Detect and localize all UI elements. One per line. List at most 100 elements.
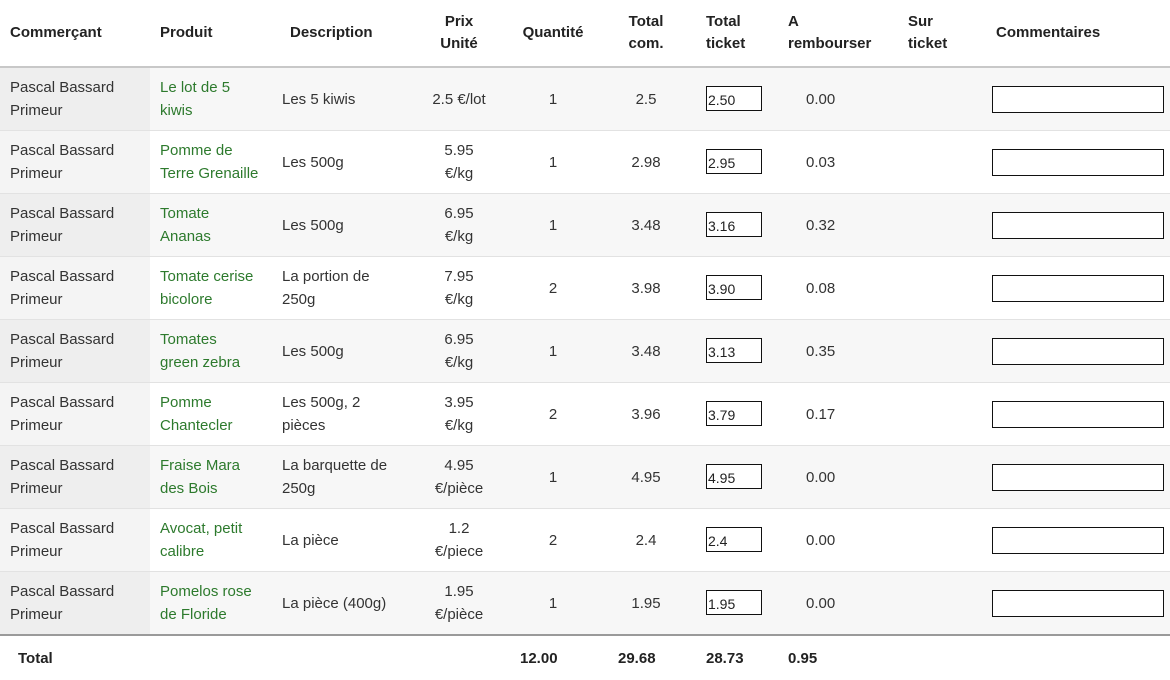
comment-input[interactable] xyxy=(992,148,1164,176)
ticket-total-input[interactable] xyxy=(706,464,762,490)
order-total-cell: 2.98 xyxy=(598,130,694,194)
ticket-total-input[interactable] xyxy=(706,149,762,175)
total-label: Total xyxy=(0,634,150,680)
header-on-ticket: Sur ticket xyxy=(900,0,984,68)
table-row: Pascal Bassard Primeur Le lot de 5 kiwis Les… xyxy=(0,67,1170,131)
quantity-cell: 1 xyxy=(508,130,598,194)
table-row: Pascal Bassard Primeur Pomelos rose de Flor… xyxy=(0,571,1170,635)
description-cell: La pièce (400g) xyxy=(278,571,410,635)
unit-price-cell: 6.95 €/kg xyxy=(410,193,508,257)
order-total-cell: 2.5 xyxy=(598,67,694,131)
comment-input[interactable] xyxy=(992,211,1164,239)
comment-cell xyxy=(984,256,1170,320)
product-link[interactable]: Le lot de 5 kiwis xyxy=(150,67,278,131)
ticket-total-input[interactable] xyxy=(706,527,762,553)
table-row: Pascal Bassard Primeur Pomme de Terre Grena… xyxy=(0,130,1170,194)
description-cell: Les 500g xyxy=(278,193,410,257)
total-order: 29.68 xyxy=(598,634,694,680)
quantity-cell: 1 xyxy=(508,571,598,635)
ticket-total-cell xyxy=(694,382,778,446)
ticket-total-input[interactable] xyxy=(706,212,762,238)
unit-price-cell: 4.95 €/pièce xyxy=(410,445,508,509)
product-link[interactable]: Pomme Chantecler xyxy=(150,382,278,446)
comment-input[interactable] xyxy=(992,589,1164,617)
comment-cell xyxy=(984,67,1170,131)
ticket-total-cell xyxy=(694,67,778,131)
unit-price-cell: 2.5 €/lot xyxy=(410,67,508,131)
on-ticket-cell xyxy=(900,319,984,383)
order-total-cell: 3.98 xyxy=(598,256,694,320)
ticket-total-cell xyxy=(694,571,778,635)
merchant-cell: Pascal Bassard Primeur xyxy=(0,130,150,194)
merchant-cell: Pascal Bassard Primeur xyxy=(0,319,150,383)
product-link[interactable]: Tomates green zebra xyxy=(150,319,278,383)
quantity-cell: 1 xyxy=(508,193,598,257)
merchant-cell: Pascal Bassard Primeur xyxy=(0,571,150,635)
refund-cell: 0.32 xyxy=(778,193,900,257)
table-row: Pascal Bassard Primeur Fraise Mara des Bois… xyxy=(0,445,1170,509)
comment-input[interactable] xyxy=(992,400,1164,428)
on-ticket-cell xyxy=(900,508,984,572)
description-cell: La pièce xyxy=(278,508,410,572)
comment-cell xyxy=(984,193,1170,257)
description-cell: La barquette de 250g xyxy=(278,445,410,509)
total-row: Total 12.00 29.68 28.73 0.95 xyxy=(0,634,1170,680)
on-ticket-cell xyxy=(900,67,984,131)
product-link[interactable]: Fraise Mara des Bois xyxy=(150,445,278,509)
ticket-total-input[interactable] xyxy=(706,338,762,364)
ticket-total-input[interactable] xyxy=(706,86,762,112)
comment-cell xyxy=(984,571,1170,635)
on-ticket-cell xyxy=(900,382,984,446)
description-cell: Les 500g, 2 pièces xyxy=(278,382,410,446)
ticket-total-cell xyxy=(694,193,778,257)
unit-price-cell: 3.95 €/kg xyxy=(410,382,508,446)
on-ticket-cell xyxy=(900,130,984,194)
product-link[interactable]: Avocat, petit calibre xyxy=(150,508,278,572)
unit-price-cell: 1.2 €/piece xyxy=(410,508,508,572)
comment-cell xyxy=(984,508,1170,572)
comment-input[interactable] xyxy=(992,274,1164,302)
refund-cell: 0.00 xyxy=(778,508,900,572)
refund-cell: 0.03 xyxy=(778,130,900,194)
comment-input[interactable] xyxy=(992,463,1164,491)
comment-cell xyxy=(984,445,1170,509)
quantity-cell: 1 xyxy=(508,445,598,509)
header-quantity: Quantité xyxy=(508,0,598,68)
product-link[interactable]: Tomate cerise bicolore xyxy=(150,256,278,320)
total-ticket: 28.73 xyxy=(694,634,778,680)
description-cell: Les 500g xyxy=(278,130,410,194)
table-row: Pascal Bassard Primeur Tomate cerise bicolo… xyxy=(0,256,1170,320)
header-ticket-total: Total ticket xyxy=(694,0,778,68)
description-cell: La portion de 250g xyxy=(278,256,410,320)
quantity-cell: 1 xyxy=(508,319,598,383)
ticket-total-input[interactable] xyxy=(706,401,762,427)
order-total-cell: 2.4 xyxy=(598,508,694,572)
order-total-cell: 4.95 xyxy=(598,445,694,509)
refund-cell: 0.00 xyxy=(778,571,900,635)
quantity-cell: 2 xyxy=(508,256,598,320)
comment-input[interactable] xyxy=(992,85,1164,113)
ticket-total-input[interactable] xyxy=(706,590,762,616)
ticket-total-cell xyxy=(694,445,778,509)
unit-price-cell: 6.95 €/kg xyxy=(410,319,508,383)
header-unit-price: Prix Unité xyxy=(410,0,508,68)
table-row: Pascal Bassard Primeur Avocat, petit calibr… xyxy=(0,508,1170,572)
product-link[interactable]: Pomme de Terre Grenaille xyxy=(150,130,278,194)
merchant-cell: Pascal Bassard Primeur xyxy=(0,193,150,257)
ticket-total-input[interactable] xyxy=(706,275,762,301)
on-ticket-cell xyxy=(900,445,984,509)
table-row: Pascal Bassard Primeur Pomme Chantecler Les … xyxy=(0,382,1170,446)
product-link[interactable]: Pomelos rose de Floride xyxy=(150,571,278,635)
table-row: Pascal Bassard Primeur Tomates green zebra L… xyxy=(0,319,1170,383)
merchant-cell: Pascal Bassard Primeur xyxy=(0,382,150,446)
unit-price-cell: 7.95 €/kg xyxy=(410,256,508,320)
merchant-cell: Pascal Bassard Primeur xyxy=(0,67,150,131)
comment-input[interactable] xyxy=(992,526,1164,554)
comment-input[interactable] xyxy=(992,337,1164,365)
order-total-cell: 1.95 xyxy=(598,571,694,635)
description-cell: Les 500g xyxy=(278,319,410,383)
header-product: Produit xyxy=(150,0,278,68)
product-link[interactable]: Tomate Ananas xyxy=(150,193,278,257)
